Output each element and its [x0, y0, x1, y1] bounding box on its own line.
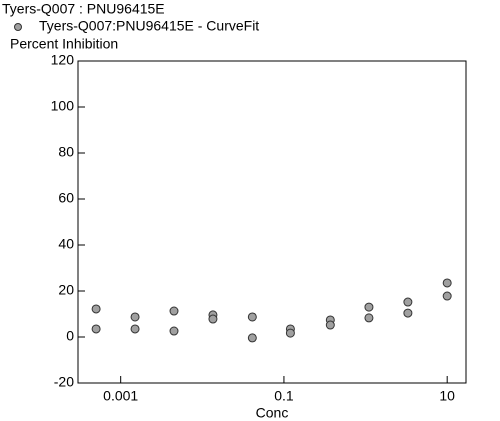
- point: [247, 312, 257, 322]
- point: [442, 291, 452, 301]
- point: [169, 306, 179, 316]
- point: [91, 324, 101, 334]
- y-tick-label: -20: [54, 374, 74, 390]
- x-tick-label: 0.001: [103, 388, 138, 404]
- point: [403, 308, 413, 318]
- y-tick-label: 20: [58, 282, 74, 298]
- point: [285, 328, 295, 338]
- x-tick-label: 10: [439, 388, 455, 404]
- y-tick-label: 100: [51, 98, 75, 114]
- legend-marker: [14, 23, 22, 31]
- point: [364, 313, 374, 323]
- y-axis-label: Percent Inhibition: [10, 36, 118, 52]
- y-tick-label: 60: [58, 190, 74, 206]
- point: [403, 297, 413, 307]
- point: [364, 302, 374, 312]
- legend-entry: Tyers-Q007:PNU96415E - CurveFit: [39, 18, 259, 34]
- point: [208, 314, 218, 324]
- y-tick-label: 0: [66, 328, 74, 344]
- x-axis-label: Conc: [256, 405, 289, 421]
- y-tick-label: 120: [51, 52, 75, 68]
- point: [325, 320, 335, 330]
- chart-title: Tyers-Q007 : PNU96415E: [2, 1, 165, 17]
- y-tick-label: 80: [58, 144, 74, 160]
- point: [130, 312, 140, 322]
- point: [247, 333, 257, 343]
- y-tick-label: 40: [58, 236, 74, 252]
- point: [91, 304, 101, 314]
- point: [169, 326, 179, 336]
- x-tick-label: 0.1: [274, 388, 294, 404]
- point: [130, 324, 140, 334]
- plot-frame: [77, 60, 467, 384]
- point: [442, 278, 452, 288]
